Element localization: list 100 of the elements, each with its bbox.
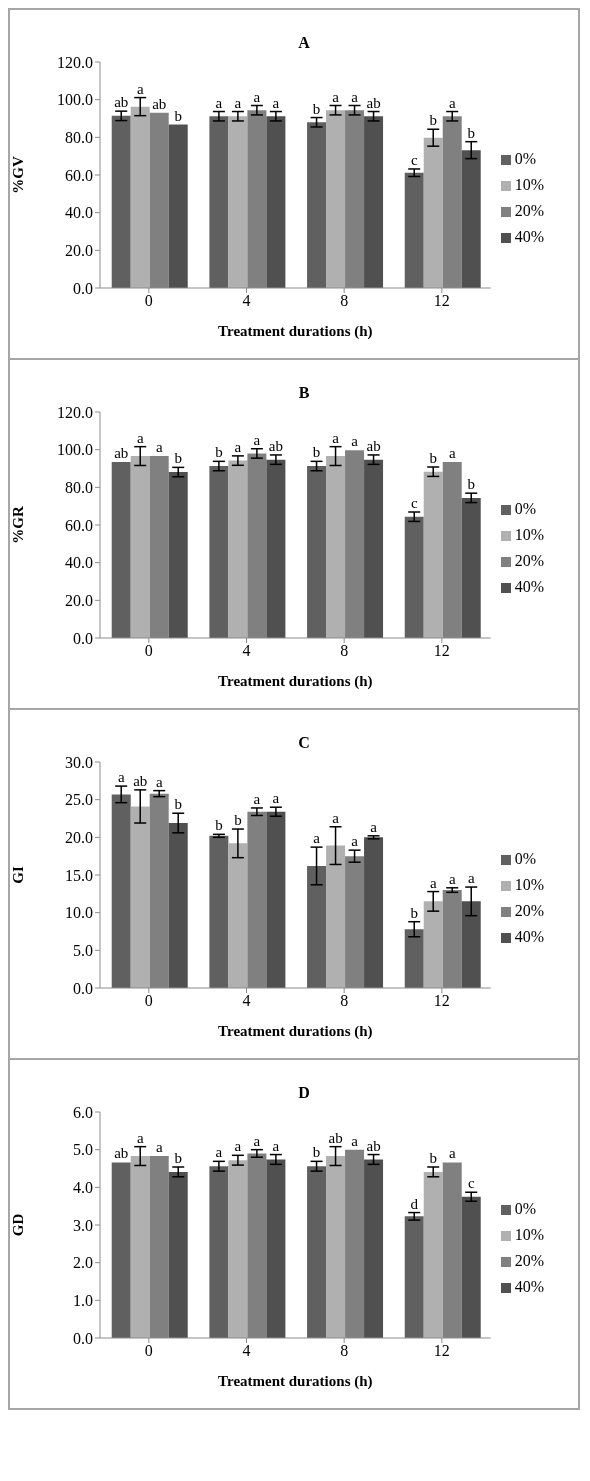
y-tick-label: 5.0	[73, 942, 93, 960]
legend-label: 40%	[514, 1278, 544, 1295]
data-label: ab	[114, 1145, 129, 1162]
bar	[209, 835, 229, 988]
y-tick-label: 20.0	[65, 829, 93, 847]
data-label: a	[215, 94, 223, 111]
y-tick-label: 25.0	[65, 791, 93, 809]
data-label: b	[234, 812, 242, 829]
bar	[130, 456, 150, 638]
legend-label: 40%	[514, 228, 544, 245]
data-label: a	[332, 429, 340, 446]
x-tick-label: 0	[144, 1342, 153, 1360]
data-label: a	[448, 870, 456, 887]
bar	[404, 929, 424, 988]
bar	[228, 1160, 248, 1338]
data-label: b	[174, 796, 182, 813]
bar	[326, 1156, 346, 1338]
x-tick-label: 12	[433, 642, 450, 660]
bar	[423, 471, 443, 638]
y-axis-title: %GV	[10, 156, 27, 194]
legend-label: 20%	[514, 902, 544, 919]
data-label: b	[429, 112, 437, 129]
bar	[364, 837, 384, 988]
bar	[209, 1166, 229, 1338]
data-label: a	[332, 809, 340, 826]
x-tick-label: 4	[242, 1342, 251, 1360]
y-tick-label: 120.0	[57, 53, 93, 71]
data-label: c	[410, 151, 418, 168]
y-tick-label: 0.0	[73, 979, 93, 997]
data-label: ab	[328, 1129, 343, 1146]
data-label: a	[351, 833, 359, 850]
bar	[364, 116, 384, 288]
bar	[461, 1196, 481, 1338]
data-label: a	[117, 769, 125, 786]
data-label: a	[136, 1129, 144, 1146]
bar	[307, 122, 327, 288]
x-tick-label: 12	[433, 1342, 450, 1360]
x-tick-label: 0	[144, 992, 153, 1010]
bar	[423, 137, 443, 288]
y-tick-label: 1.0	[73, 1292, 93, 1310]
x-tick-label: 8	[340, 1342, 349, 1360]
y-tick-label: 120.0	[57, 403, 93, 421]
y-axis-title: GI	[10, 866, 27, 884]
data-label: ab	[114, 94, 129, 111]
bar	[209, 466, 229, 638]
data-label: a	[155, 773, 163, 790]
legend-label: 0%	[514, 850, 536, 867]
x-tick-label: 0	[144, 642, 153, 660]
data-label: b	[174, 1149, 182, 1166]
bar	[228, 460, 248, 638]
y-tick-label: 80.0	[65, 129, 93, 147]
data-label: a	[448, 94, 456, 111]
y-tick-label: 60.0	[65, 166, 93, 184]
bar	[228, 116, 248, 288]
data-label: a	[253, 431, 261, 448]
x-axis-title: Treatment durations (h)	[218, 673, 373, 690]
x-axis-title: Treatment durations (h)	[218, 323, 373, 340]
chart-title: D	[297, 1084, 311, 1102]
bar	[404, 172, 424, 288]
data-label: a	[253, 88, 261, 105]
data-label: b	[174, 107, 182, 124]
bar	[307, 865, 327, 988]
data-label: b	[312, 444, 321, 461]
x-tick-label: 4	[242, 992, 251, 1010]
data-label: b	[467, 476, 475, 493]
data-label: a	[370, 818, 378, 835]
data-label: a	[155, 1139, 163, 1156]
bar	[364, 459, 384, 638]
y-tick-label: 6.0	[73, 1103, 93, 1121]
bar	[168, 823, 188, 988]
bar	[130, 1156, 150, 1338]
legend-label: 0%	[514, 500, 536, 517]
legend-label: 40%	[514, 928, 544, 945]
bar	[461, 150, 481, 288]
data-label: b	[215, 817, 223, 834]
bar	[461, 497, 481, 638]
data-label: a	[136, 429, 144, 446]
y-tick-label: 30.0	[65, 753, 93, 771]
x-tick-label: 12	[433, 292, 450, 310]
bar	[364, 1159, 384, 1338]
chart-title: B	[297, 384, 311, 402]
data-label: a	[351, 88, 359, 105]
data-label: a	[234, 94, 242, 111]
legend-label: 20%	[514, 1252, 544, 1269]
x-tick-label: 8	[340, 992, 349, 1010]
legend-label: 40%	[514, 578, 544, 595]
data-label: c	[410, 495, 418, 512]
bar	[111, 1162, 131, 1338]
chart-title: C	[297, 734, 311, 752]
data-label: a	[448, 1145, 456, 1162]
data-label: ab	[133, 772, 148, 789]
bar	[423, 901, 443, 988]
data-label: ab	[152, 95, 167, 112]
x-tick-label: 12	[433, 992, 450, 1010]
y-tick-label: 60.0	[65, 516, 93, 534]
bar	[111, 794, 131, 988]
data-label: a	[234, 438, 242, 455]
y-tick-label: 80.0	[65, 479, 93, 497]
legend-label: 0%	[514, 150, 536, 167]
data-label: a	[351, 433, 359, 450]
